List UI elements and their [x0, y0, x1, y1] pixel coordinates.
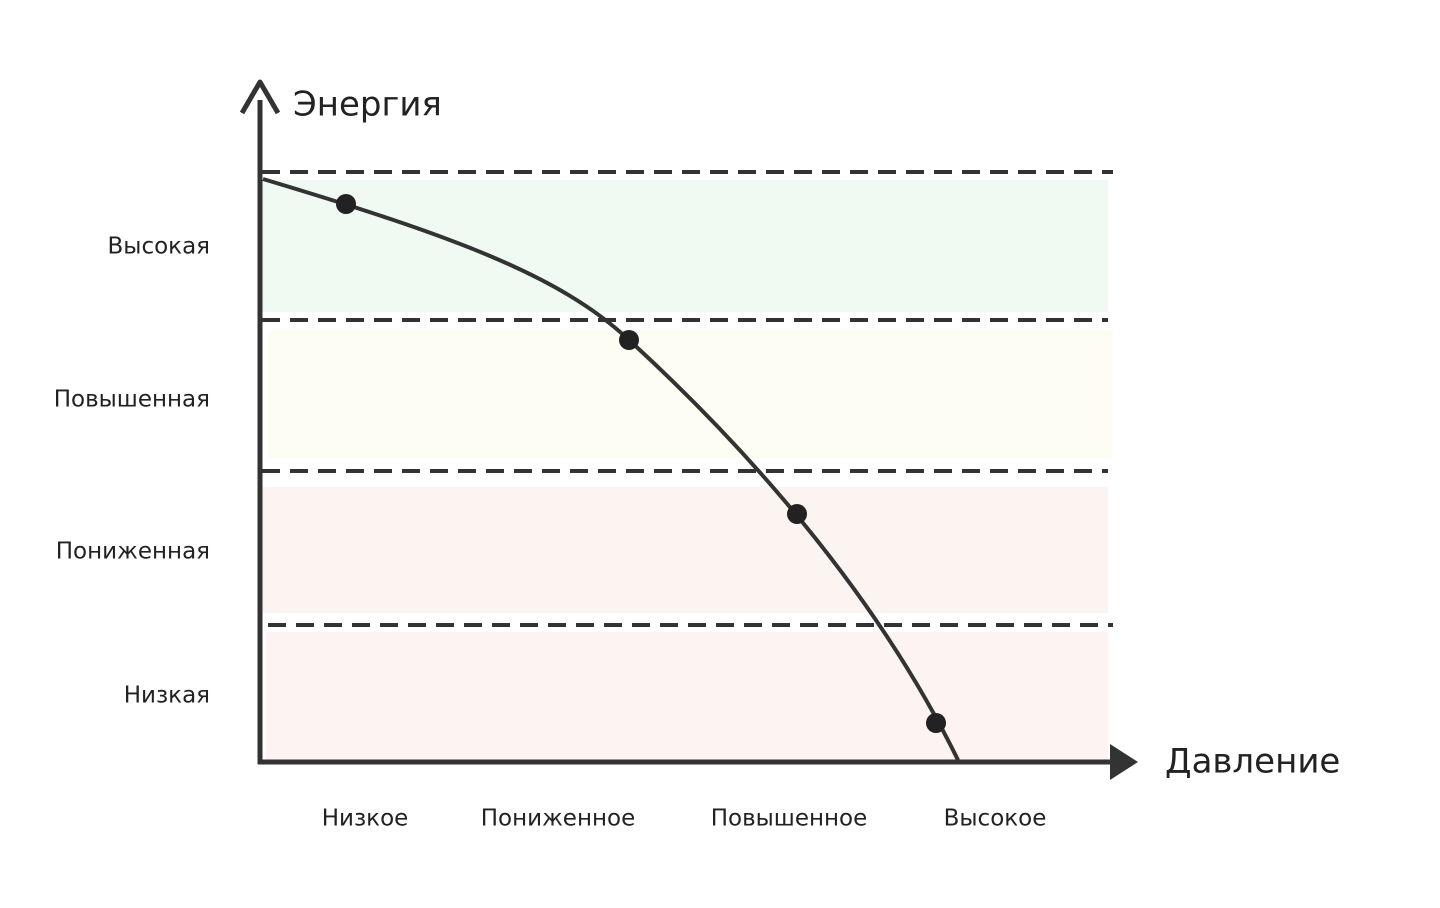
x-axis-arrow	[1110, 744, 1138, 780]
point	[619, 330, 639, 350]
x-axis-title: Давление	[1165, 742, 1340, 782]
x-level-label: Низкое	[322, 806, 409, 832]
y-level-label: Высокая	[108, 234, 210, 260]
point	[336, 194, 356, 214]
band-raised	[268, 330, 1113, 458]
point	[926, 713, 946, 733]
x-level-label: Повышенное	[711, 806, 868, 832]
band-low	[266, 632, 1108, 762]
y-axis-arrow	[239, 79, 281, 115]
band-high	[262, 180, 1108, 312]
band-lowered	[262, 487, 1108, 613]
x-level-label: Пониженное	[481, 806, 636, 832]
x-level-label: Высокое	[944, 806, 1047, 832]
y-level-label: Пониженная	[56, 539, 210, 565]
point	[787, 504, 807, 524]
y-level-label: Низкая	[124, 683, 210, 709]
y-axis-title: Энергия	[293, 85, 442, 125]
y-level-label: Повышенная	[54, 387, 210, 413]
